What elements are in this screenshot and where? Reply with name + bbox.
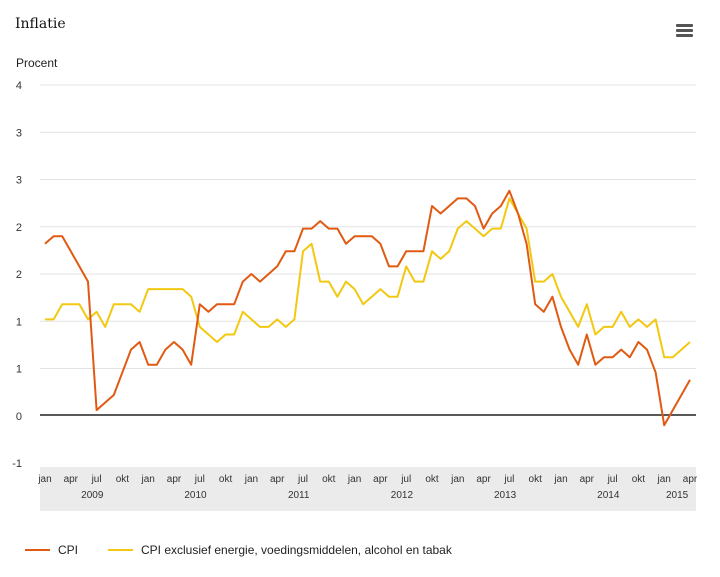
y-axis-ticks: 4 3 3 2 2 1 1 0 -1 xyxy=(12,80,22,470)
y-tick-label: 2 xyxy=(16,269,22,281)
year-label: 2009 xyxy=(81,490,104,501)
x-tick-label: jan xyxy=(553,474,567,485)
y-tick-label: 3 xyxy=(16,127,22,139)
x-tick-label: jul xyxy=(297,474,308,485)
y-tick-label: 1 xyxy=(16,316,22,328)
y-tick-label: -1 xyxy=(12,458,22,470)
x-tick-label: jan xyxy=(450,474,464,485)
year-labels: 2009 2010 2011 2012 2013 2014 2015 xyxy=(81,490,688,501)
x-tick-label: jan xyxy=(37,474,51,485)
legend: CPI CPI exclusief energie, voedingsmidde… xyxy=(25,543,453,557)
year-label: 2013 xyxy=(494,490,517,501)
x-tick-label: apr xyxy=(270,474,285,485)
x-tick-label: okt xyxy=(425,474,439,485)
x-tick-label: jan xyxy=(141,474,155,485)
year-label: 2014 xyxy=(597,490,620,501)
y-tick-label: 3 xyxy=(16,175,22,187)
x-tick-label: jan xyxy=(657,474,671,485)
y-tick-label: 1 xyxy=(16,364,22,376)
x-tick-label: apr xyxy=(476,474,491,485)
y-tick-label: 0 xyxy=(16,411,22,423)
legend-label-cpi-excl: CPI exclusief energie, voedingsmiddelen,… xyxy=(141,543,453,557)
x-tick-label: okt xyxy=(219,474,233,485)
x-tick-label: okt xyxy=(116,474,130,485)
y-tick-label: 4 xyxy=(16,80,22,92)
x-tick-label: jul xyxy=(91,474,102,485)
x-tick-label: okt xyxy=(322,474,336,485)
gridlines xyxy=(40,84,696,369)
chart-title: Inflatie xyxy=(15,16,66,32)
x-tick-label: apr xyxy=(64,474,79,485)
x-tick-label: apr xyxy=(373,474,388,485)
year-label: 2011 xyxy=(288,490,310,501)
series-lines xyxy=(44,189,691,427)
year-label: 2010 xyxy=(184,490,207,501)
y-axis-title: Procent xyxy=(16,56,58,70)
x-axis-ticks: jan apr jul okt jan apr jul okt jan apr jul okt jan a… xyxy=(37,474,698,485)
x-tick-label: jul xyxy=(503,474,514,485)
legend-label-cpi: CPI xyxy=(58,543,78,557)
x-tick-label: okt xyxy=(529,474,543,485)
x-tick-label: apr xyxy=(167,474,182,485)
x-tick-label: apr xyxy=(683,474,698,485)
x-tick-label: jul xyxy=(194,474,205,485)
series-line-cpi-excl xyxy=(45,197,691,359)
hamburger-menu-icon[interactable] xyxy=(676,24,693,38)
x-tick-label: jan xyxy=(347,474,361,485)
x-tick-label: jan xyxy=(244,474,258,485)
x-tick-label: apr xyxy=(580,474,595,485)
x-axis-band xyxy=(40,467,696,511)
year-label: 2012 xyxy=(391,490,414,501)
x-tick-label: okt xyxy=(632,474,646,485)
year-label: 2015 xyxy=(666,490,689,501)
x-tick-label: jul xyxy=(607,474,618,485)
y-tick-label: 2 xyxy=(16,222,22,234)
x-tick-label: jul xyxy=(400,474,411,485)
series-line-cpi xyxy=(44,189,691,427)
